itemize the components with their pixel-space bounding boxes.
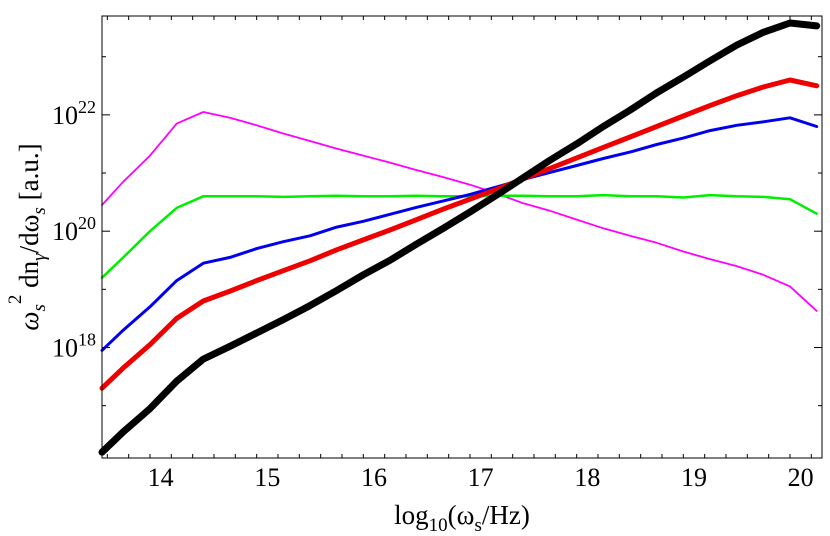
plot-frame — [101, 15, 823, 459]
x-tick-label: 20 — [788, 463, 814, 492]
series-layer — [98, 19, 821, 456]
x-tick-label: 17 — [468, 463, 494, 492]
y-tick-label: 1022 — [52, 97, 96, 130]
x-tick-label: 19 — [681, 463, 707, 492]
x-tick-label: 15 — [254, 463, 280, 492]
ticks-layer — [102, 16, 822, 458]
series-line-2 — [100, 116, 819, 352]
y-tick-label: 1020 — [52, 213, 96, 246]
labels-layer: 14 15 16 17 18 19 20 1018 1020 1022 — [52, 97, 814, 492]
x-tick-label: 14 — [148, 463, 174, 492]
y-tick-label: 1018 — [52, 330, 96, 363]
series-line-0 — [101, 111, 818, 312]
x-tick-label: 18 — [574, 463, 600, 492]
series-line-4 — [98, 19, 821, 456]
y-axis-label: ωs2 dnγ/dωs [a.u.] — [5, 143, 50, 330]
x-tick-label: 16 — [361, 463, 387, 492]
series-line-1 — [100, 193, 818, 279]
series-line-3 — [99, 77, 820, 391]
x-axis-label: log10(ωs/Hz) — [394, 500, 530, 536]
